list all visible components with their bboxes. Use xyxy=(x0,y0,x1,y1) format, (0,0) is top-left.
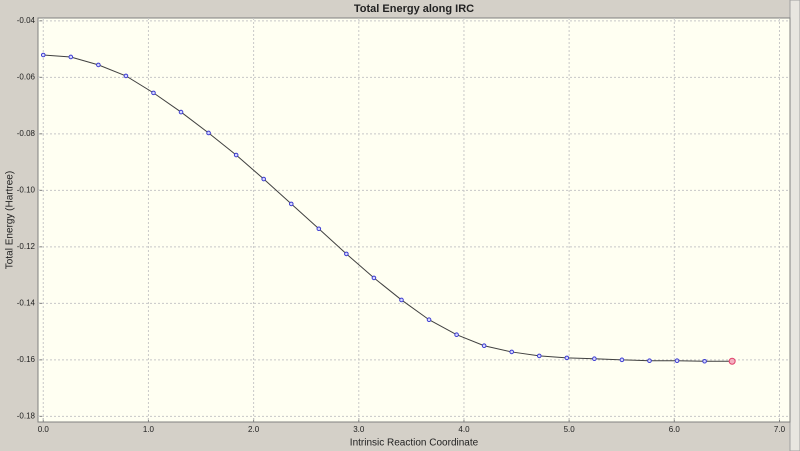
data-point xyxy=(344,251,349,257)
data-point xyxy=(371,275,377,281)
plot-area xyxy=(37,17,791,423)
data-point xyxy=(68,54,74,60)
data-point xyxy=(40,52,46,58)
y-tick-label: -0.06 xyxy=(17,72,36,81)
data-point xyxy=(399,297,404,303)
data-point xyxy=(592,356,597,362)
x-axis-title: Intrinsic Reaction Coordinate xyxy=(350,438,479,449)
data-point xyxy=(96,62,101,68)
highlighted-point xyxy=(728,357,736,365)
data-point xyxy=(647,358,652,363)
data-point xyxy=(564,355,570,361)
y-axis-title: Total Energy (Hartree) xyxy=(5,171,16,269)
data-point xyxy=(151,90,156,96)
x-tick-label: 5.0 xyxy=(564,425,576,434)
x-tick-label: 4.0 xyxy=(458,425,470,434)
data-point xyxy=(206,130,211,136)
x-tick-label: 7.0 xyxy=(774,425,786,434)
scrollbar[interactable] xyxy=(789,0,800,451)
data-point xyxy=(674,358,680,363)
y-tick-label: -0.04 xyxy=(17,16,36,25)
y-tick-label: -0.18 xyxy=(17,411,36,420)
data-point xyxy=(316,226,322,232)
x-tick-label: 0.0 xyxy=(38,425,50,434)
y-tick-label: -0.08 xyxy=(17,129,36,138)
data-point xyxy=(233,152,239,158)
data-point xyxy=(481,343,487,349)
data-point xyxy=(509,349,515,355)
x-tick-label: 2.0 xyxy=(248,425,260,434)
y-tick-label: -0.14 xyxy=(17,298,36,307)
y-tick-label: -0.10 xyxy=(17,185,36,194)
data-point xyxy=(702,358,707,364)
data-point xyxy=(536,353,542,359)
x-tick-label: 6.0 xyxy=(669,425,681,434)
y-tick-label: -0.12 xyxy=(17,242,36,251)
data-point xyxy=(454,332,459,338)
y-tick-label: -0.16 xyxy=(17,355,36,364)
data-point xyxy=(288,201,294,207)
data-point xyxy=(261,176,267,182)
data-point xyxy=(123,73,129,79)
data-point xyxy=(178,109,184,115)
data-point xyxy=(426,317,432,323)
data-line xyxy=(43,54,733,362)
x-tick-label: 1.0 xyxy=(143,425,155,434)
data-point xyxy=(619,357,625,363)
x-tick-label: 3.0 xyxy=(353,425,365,434)
chart-title: Total Energy along IRC xyxy=(354,3,474,15)
